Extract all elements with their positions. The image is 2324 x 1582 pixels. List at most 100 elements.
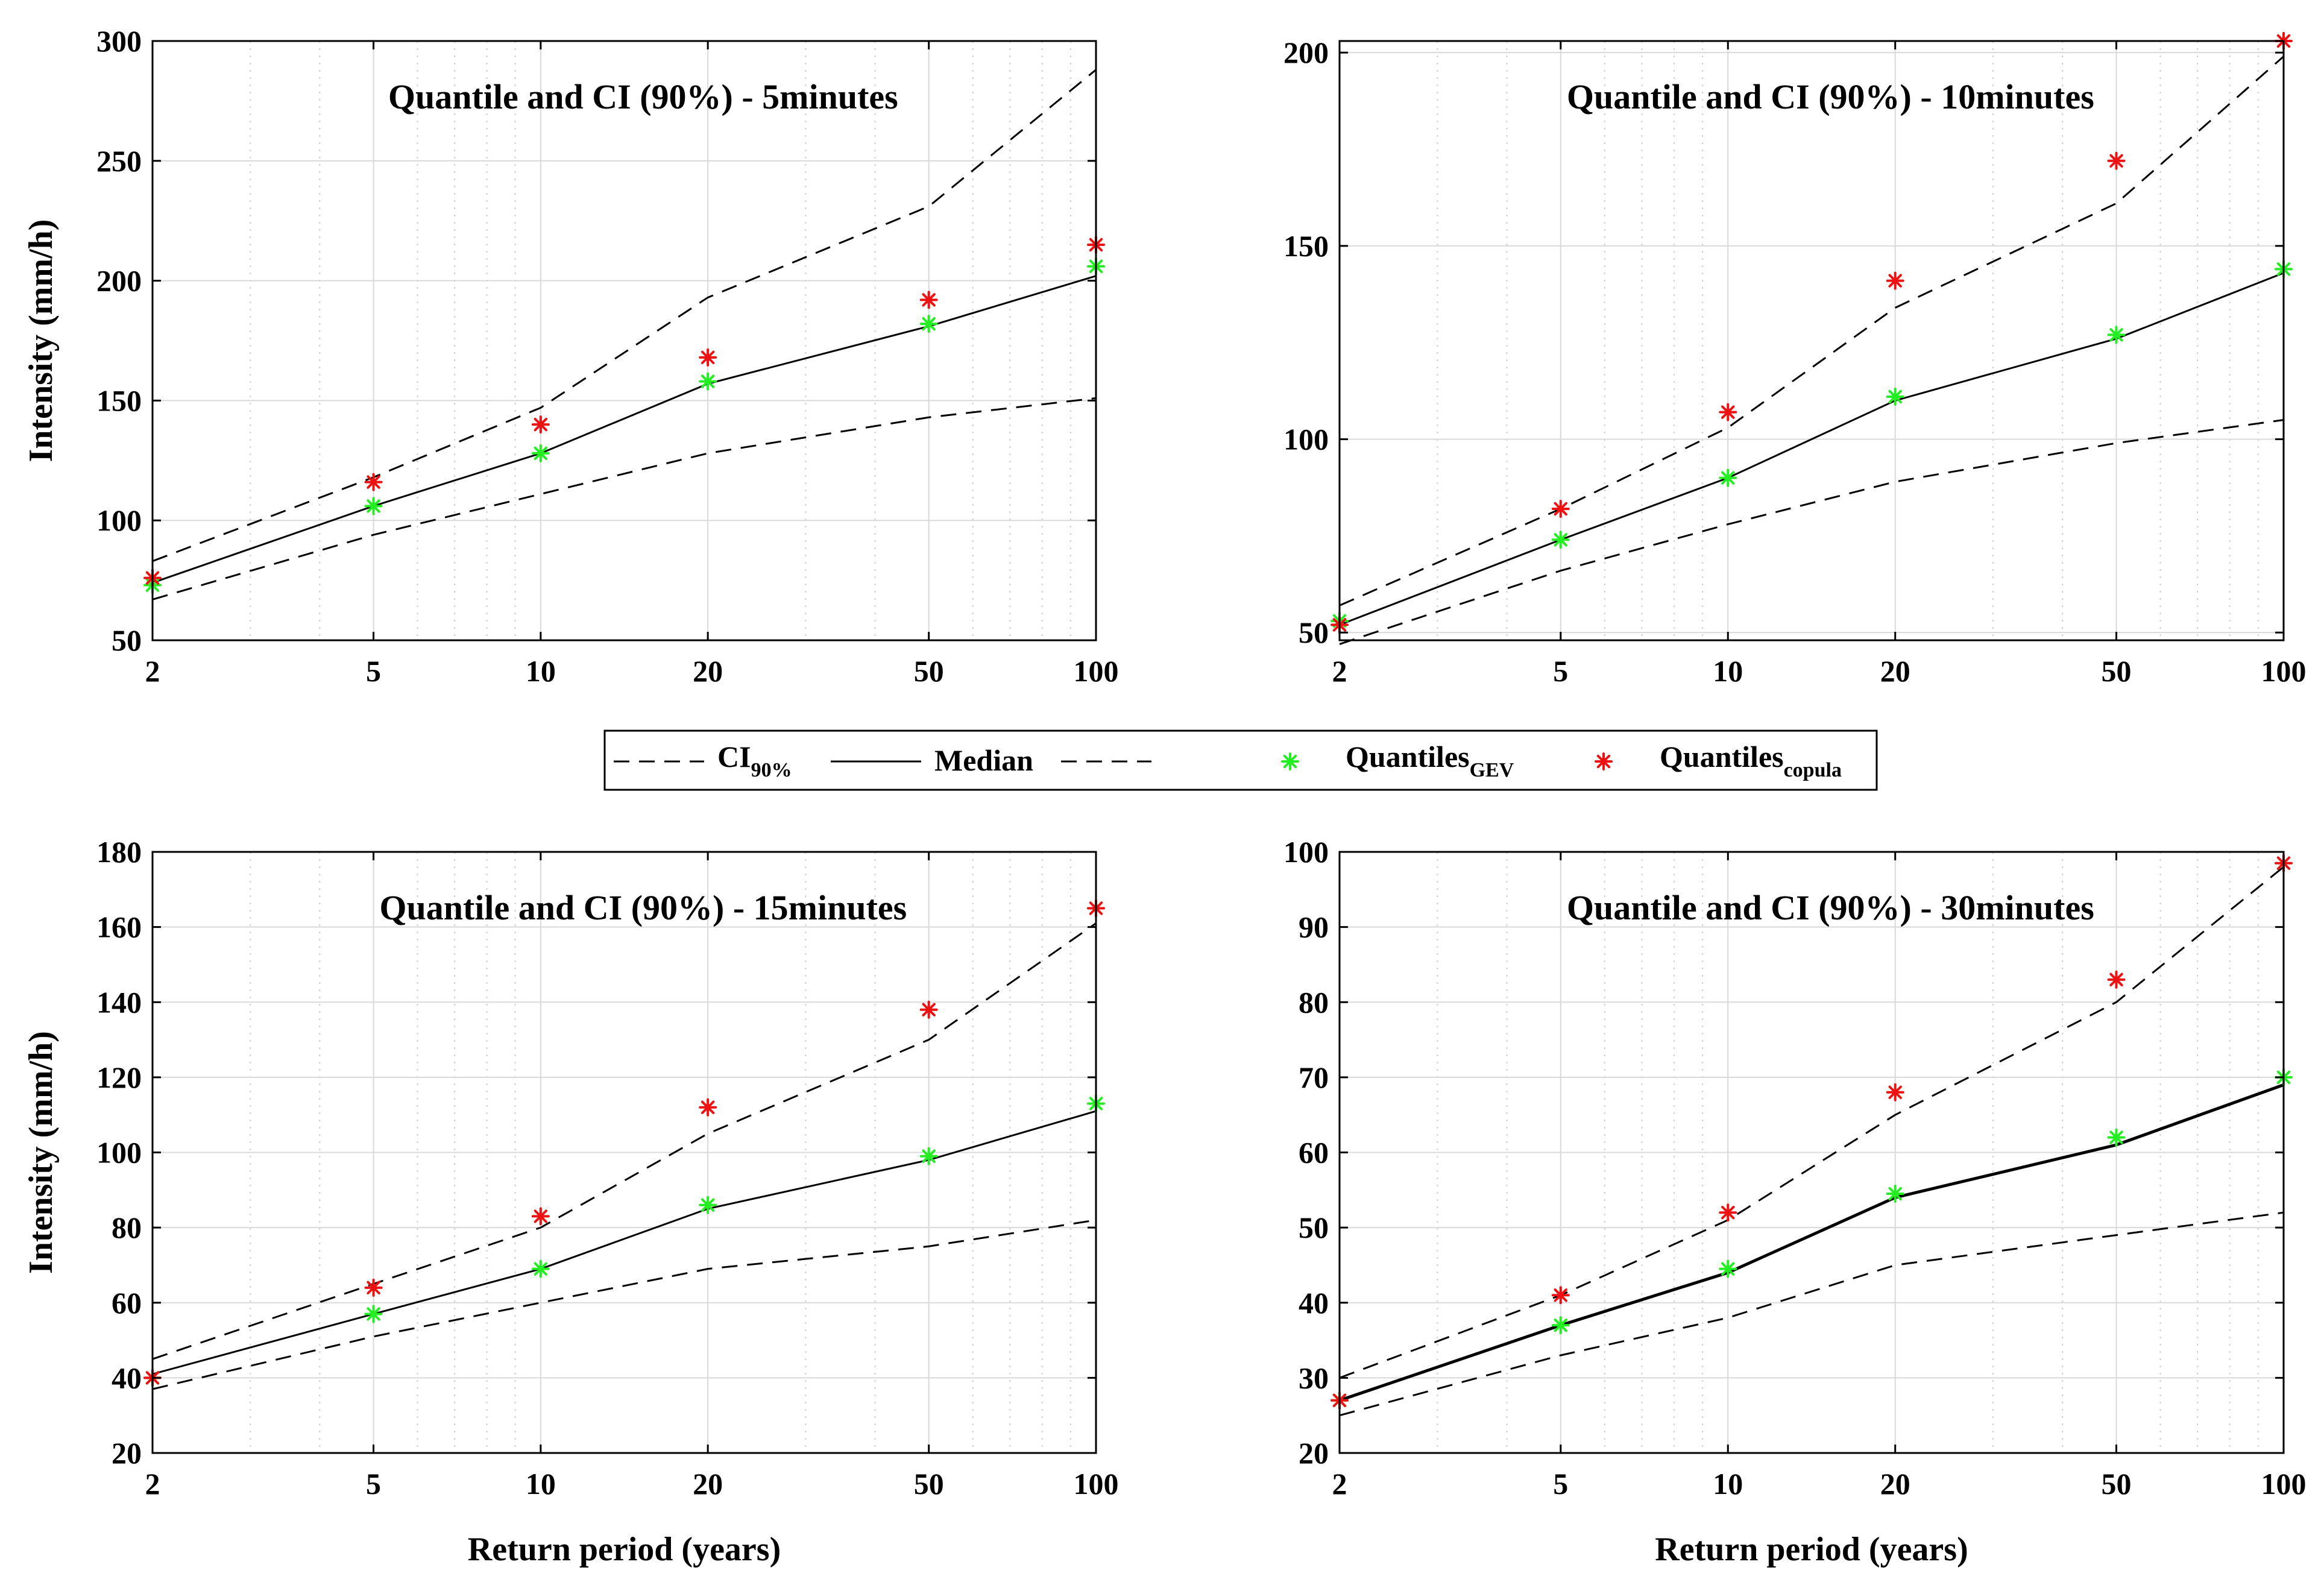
- x-tick-label: 100: [1074, 1467, 1119, 1501]
- x-tick-label: 2: [145, 1467, 160, 1501]
- ci-upper-line: [1339, 866, 2284, 1379]
- y-tick-label: 200: [1283, 36, 1329, 69]
- x-tick-label: 50: [914, 1467, 944, 1501]
- y-tick-label: 40: [112, 1361, 142, 1394]
- chart-title: Quantile and CI (90%) - 15minutes: [379, 888, 907, 927]
- copula-marker-20: [699, 348, 717, 367]
- minor-gridlines: [250, 41, 1071, 640]
- x-tick-label: 5: [366, 1467, 381, 1501]
- y-tick-label: 50: [112, 623, 142, 657]
- y-tick-label: 70: [1299, 1060, 1329, 1094]
- x-tick-label: 20: [693, 1467, 723, 1501]
- minor-gridlines: [250, 852, 1071, 1453]
- gridlines: [153, 852, 1096, 1453]
- chart-panel-4: 2 5 10 20 50 100 20 30 40 50 60 70 80 90 100 Quantile a…: [1283, 835, 2307, 1568]
- median-line: [152, 275, 1097, 584]
- y-tick-label: 140: [96, 985, 142, 1019]
- x-tick-label: 10: [526, 1467, 556, 1501]
- series-lines: [152, 922, 1097, 1390]
- x-tick-label: 100: [1074, 654, 1119, 688]
- legend-median-label: Median: [934, 743, 1033, 777]
- ci-lower-line: [152, 397, 1097, 600]
- legend: CI90% Median QuantilesGEV Quantilescopul…: [603, 730, 1878, 791]
- copula-marker-20: [1886, 271, 1904, 290]
- y-tick-label: 90: [1299, 910, 1329, 944]
- x-axis-label: Return period (years): [468, 1531, 781, 1568]
- x-tick-label: 2: [1332, 1467, 1347, 1501]
- x-tick-label: 50: [2102, 654, 2132, 688]
- copula-marker-5: [1551, 1286, 1570, 1305]
- tick-labels: 2 5 10 20 50 100 20 40 60 80 100 120 140 160 180: [96, 835, 1119, 1501]
- tick-labels: 2 5 10 20 50 100 20 30 40 50 60 70 80 90 100: [1283, 835, 2307, 1501]
- x-tick-label: 5: [1553, 654, 1568, 688]
- x-tick-label: 20: [693, 654, 723, 688]
- y-tick-label: 50: [1299, 616, 1329, 649]
- y-tick-label: 80: [1299, 985, 1329, 1019]
- copula-marker-10: [1719, 1203, 1737, 1222]
- copula-marker-50: [2107, 970, 2126, 989]
- y-tick-label: 200: [96, 264, 142, 298]
- y-tick-label: 50: [1299, 1211, 1329, 1244]
- ci-lower-line: [152, 1219, 1097, 1390]
- x-tick-label: 5: [1553, 1467, 1568, 1501]
- x-tick-label: 5: [366, 654, 381, 688]
- ci-lower-line: [1339, 1211, 2284, 1417]
- ci-lower-line: [1339, 418, 2284, 645]
- x-tick-label: 10: [526, 654, 556, 688]
- axes-frame: [1338, 40, 2285, 641]
- ci-upper-line: [152, 69, 1097, 563]
- gev-marker-20: [1886, 387, 1904, 406]
- gev-marker-5: [364, 497, 383, 515]
- y-tick-label: 160: [96, 910, 142, 944]
- y-tick-label: 60: [1299, 1136, 1329, 1170]
- legend-gev-star: [1281, 752, 1299, 771]
- y-axis-label: Intensity (mm/h): [22, 219, 60, 462]
- legend-copula-star: [1595, 752, 1613, 771]
- series-lines: [1339, 55, 2284, 645]
- copula-marker-5: [364, 473, 383, 491]
- median-line: [152, 1110, 1097, 1375]
- y-tick-label: 120: [96, 1060, 142, 1094]
- y-axis-label: Intensity (mm/h): [22, 1031, 60, 1274]
- gev-marker-5: [1551, 531, 1570, 549]
- tick-labels: 2 5 10 20 50 100 50 100 150 200: [1283, 36, 2307, 688]
- copula-marker-5: [1551, 499, 1570, 518]
- gev-marker-5: [1551, 1316, 1570, 1335]
- copula-marker-20: [1886, 1083, 1904, 1101]
- x-tick-label: 10: [1713, 654, 1743, 688]
- x-tick-label: 50: [914, 654, 944, 688]
- x-tick-label: 50: [2102, 1467, 2132, 1501]
- y-tick-label: 250: [96, 144, 142, 178]
- chart-panel-2: 2 5 10 20 50 100 50 100 150 200 Quantile and CI (9…: [1283, 32, 2307, 688]
- y-tick-label: 100: [1283, 423, 1329, 456]
- series-lines: [1339, 866, 2284, 1417]
- x-tick-label: 2: [145, 654, 160, 688]
- copula-marker-50: [919, 291, 938, 309]
- copula-marker-10: [531, 415, 550, 434]
- ci-upper-line: [1339, 55, 2284, 607]
- minor-gridlines: [1437, 852, 2259, 1453]
- y-tick-label: 150: [96, 383, 142, 417]
- y-tick-label: 20: [1299, 1436, 1329, 1470]
- legend-ci-label: CI90%: [717, 740, 792, 781]
- plot-area: [153, 41, 1096, 640]
- gridlines: [1340, 852, 2284, 1453]
- gev-marker-10: [1719, 1259, 1737, 1278]
- x-axis-label: Return period (years): [1655, 1531, 1968, 1568]
- gev-marker-10: [531, 444, 550, 462]
- gev-marker-20: [1886, 1185, 1904, 1203]
- gev-marker-50: [2107, 1128, 2126, 1147]
- minor-gridlines: [1437, 41, 2259, 640]
- copula-marker-50: [919, 1000, 938, 1019]
- copula-marker-10: [1719, 403, 1737, 421]
- copula-marker-10: [531, 1207, 550, 1226]
- y-tick-label: 180: [96, 835, 142, 869]
- plot-area: [1340, 41, 2284, 640]
- median-line: [1339, 272, 2284, 626]
- legend-copula-marker: [1595, 752, 1613, 771]
- median-line: [1339, 1083, 2284, 1402]
- gev-marker-20: [699, 372, 717, 391]
- copula-marker-50: [2107, 151, 2126, 170]
